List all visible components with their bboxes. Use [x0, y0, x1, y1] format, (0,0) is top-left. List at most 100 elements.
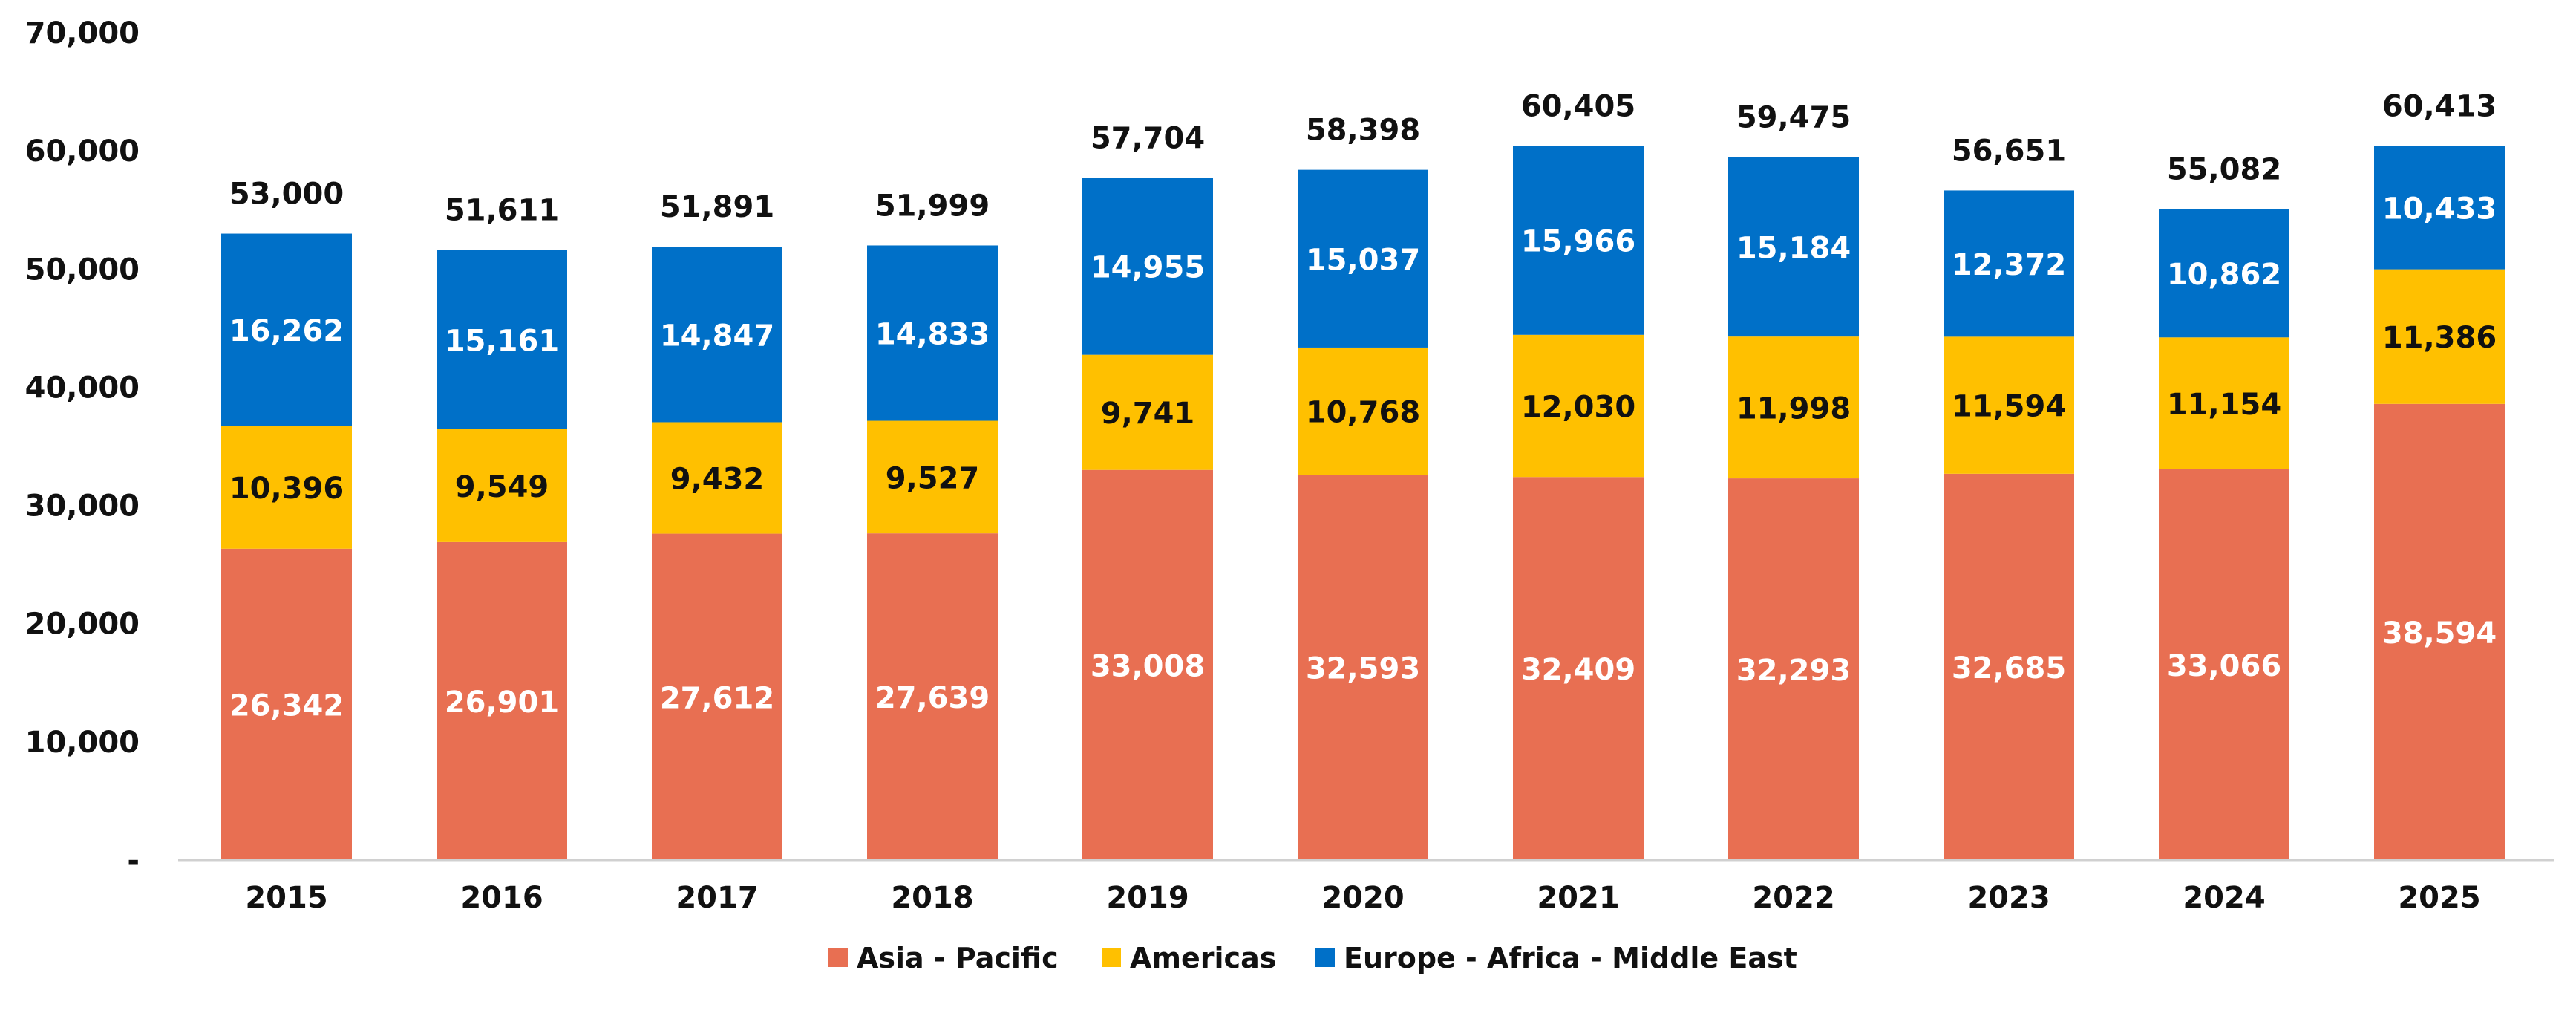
bar-segment-americas-2016	[437, 429, 567, 542]
segment-value-label: 27,639	[875, 681, 990, 715]
bar-segment-americas-2022	[1728, 336, 1859, 479]
x-tick-label: 2020	[1321, 881, 1404, 915]
segment-value-label: 12,030	[1521, 391, 1635, 425]
segment-value-label: 26,342	[229, 688, 344, 723]
total-value-label: 58,398	[1306, 114, 1420, 148]
bar-segment-europe-africa-middle-east-2019	[1082, 178, 1213, 355]
y-tick-label: 50,000	[25, 253, 140, 287]
bar-segment-europe-africa-middle-east-2016	[437, 250, 567, 429]
segment-value-label: 32,685	[1952, 651, 2066, 686]
total-value-label: 56,651	[1952, 134, 2066, 168]
total-value-label: 55,082	[2167, 152, 2281, 186]
bar-segment-europe-africa-middle-east-2022	[1728, 157, 1859, 337]
total-value-label: 51,999	[875, 189, 990, 223]
y-tick-label: 30,000	[25, 489, 140, 524]
y-tick-label: 20,000	[25, 608, 140, 642]
segment-value-label: 32,293	[1736, 654, 1851, 688]
segment-value-label: 33,008	[1091, 649, 1205, 683]
total-labels: 53,000 51,611 51,891 51,999 57,704 58,398 60,4…	[229, 90, 2497, 228]
bar-segment-asia-pacific-2022	[1728, 478, 1859, 860]
bar-segment-asia-pacific-2015	[221, 548, 352, 860]
total-value-label: 60,405	[1521, 90, 1635, 124]
legend-label: Asia - Pacific	[857, 942, 1059, 974]
total-value-label: 60,413	[2382, 90, 2497, 124]
bar-segment-asia-pacific-2024	[2159, 469, 2289, 860]
x-tick-label: 2021	[1537, 881, 1619, 915]
bar-segment-europe-africa-middle-east-2020	[1298, 169, 1428, 348]
bar-segment-asia-pacific-2025	[2374, 403, 2505, 860]
bar-segment-americas-2020	[1298, 347, 1428, 475]
segment-value-label: 14,955	[1091, 251, 1205, 285]
segment-value-label: 9,527	[886, 461, 980, 495]
segment-value-label: 15,161	[445, 324, 559, 358]
segment-value-label: 10,862	[2167, 258, 2281, 292]
total-value-label: 51,891	[660, 190, 774, 224]
bar-segment-americas-2024	[2159, 337, 2289, 469]
y-tick-label: -	[127, 844, 140, 878]
segment-value-label: 26,901	[445, 686, 559, 720]
segment-value-label: 11,998	[1736, 392, 1851, 426]
bar-segment-americas-2025	[2374, 269, 2505, 404]
x-axis: 2015 2016 2017 2018 2019 2020 2021 2022 2023 2024…	[245, 881, 2480, 915]
bar-segment-americas-2019	[1082, 354, 1213, 470]
y-axis: - 10,000 20,000 30,000 40,000 50,000 60,000 70,…	[25, 16, 140, 878]
segment-value-label: 38,594	[2382, 616, 2497, 651]
segment-value-label: 14,833	[875, 318, 990, 352]
x-tick-label: 2023	[1967, 881, 2050, 915]
segment-value-label: 15,184	[1736, 231, 1851, 265]
bar-segment-europe-africa-middle-east-2024	[2159, 209, 2289, 338]
y-tick-label: 70,000	[25, 16, 140, 51]
bar-segment-europe-africa-middle-east-2025	[2374, 146, 2505, 270]
y-tick-label: 10,000	[25, 726, 140, 760]
bar-segment-asia-pacific-2018	[867, 533, 998, 860]
segment-value-label: 15,037	[1306, 243, 1420, 277]
segment-value-label: 10,396	[229, 472, 344, 506]
bar-segment-americas-2018	[867, 420, 998, 534]
bar-segment-asia-pacific-2023	[1944, 473, 2074, 860]
segment-value-label: 10,433	[2382, 192, 2497, 227]
x-tick-label: 2024	[2183, 881, 2265, 915]
x-tick-label: 2015	[245, 881, 327, 915]
segment-value-label: 32,409	[1521, 653, 1635, 687]
segment-value-label: 15,966	[1521, 225, 1635, 259]
x-tick-label: 2025	[2398, 881, 2480, 915]
segment-value-label: 16,262	[229, 314, 344, 348]
bar-segment-asia-pacific-2019	[1082, 469, 1213, 860]
bar-segment-americas-2015	[221, 426, 352, 549]
legend-label: Europe - Africa - Middle East	[1344, 942, 1797, 974]
x-tick-label: 2016	[460, 881, 543, 915]
legend-swatch	[1315, 948, 1335, 967]
x-tick-label: 2017	[676, 881, 758, 915]
segment-value-label: 11,386	[2382, 321, 2497, 355]
segment-value-label: 11,594	[1952, 390, 2066, 424]
segment-value-label: 14,847	[660, 319, 774, 353]
bar-segment-europe-africa-middle-east-2018	[867, 245, 998, 421]
x-tick-label: 2019	[1106, 881, 1189, 915]
total-value-label: 59,475	[1736, 100, 1851, 134]
bar-segment-asia-pacific-2020	[1298, 475, 1428, 860]
x-tick-label: 2018	[891, 881, 973, 915]
segment-value-label: 9,432	[670, 463, 765, 497]
segment-value-label: 9,741	[1101, 397, 1195, 431]
bar-labels: 26,342 10,396 16,262 26,901 9,549 15,161 27,61…	[229, 192, 2497, 723]
bar-segment-europe-africa-middle-east-2021	[1513, 146, 1644, 335]
x-tick-label: 2022	[1752, 881, 1834, 915]
segment-value-label: 32,593	[1306, 652, 1420, 686]
segment-value-label: 11,154	[2167, 388, 2281, 422]
y-tick-label: 40,000	[25, 371, 140, 405]
bar-segment-europe-africa-middle-east-2023	[1944, 190, 2074, 337]
bar-segment-europe-africa-middle-east-2015	[221, 233, 352, 426]
y-tick-label: 60,000	[25, 134, 140, 169]
legend-swatch	[828, 948, 848, 967]
bars	[221, 146, 2505, 860]
bar-segment-americas-2023	[1944, 336, 2074, 474]
total-value-label: 51,611	[445, 194, 559, 228]
legend-label: Americas	[1130, 942, 1276, 974]
segment-value-label: 10,768	[1306, 396, 1420, 430]
segment-value-label: 12,372	[1952, 248, 2066, 282]
segment-value-label: 9,549	[455, 470, 549, 504]
total-value-label: 53,000	[229, 178, 344, 212]
bar-segment-asia-pacific-2017	[652, 533, 782, 860]
